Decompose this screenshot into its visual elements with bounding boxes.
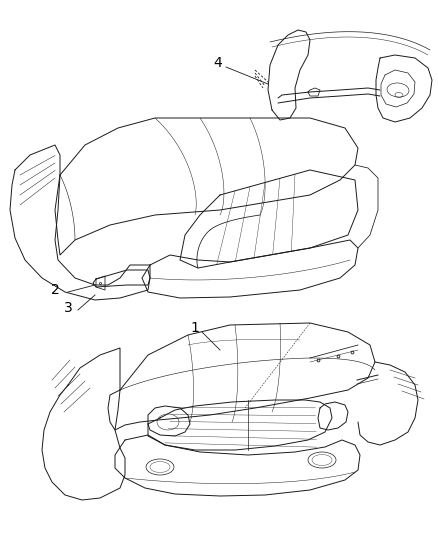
Text: 2: 2 xyxy=(50,283,59,297)
Text: 1: 1 xyxy=(190,321,199,335)
Text: 4: 4 xyxy=(213,56,222,70)
Text: 3: 3 xyxy=(64,301,72,315)
